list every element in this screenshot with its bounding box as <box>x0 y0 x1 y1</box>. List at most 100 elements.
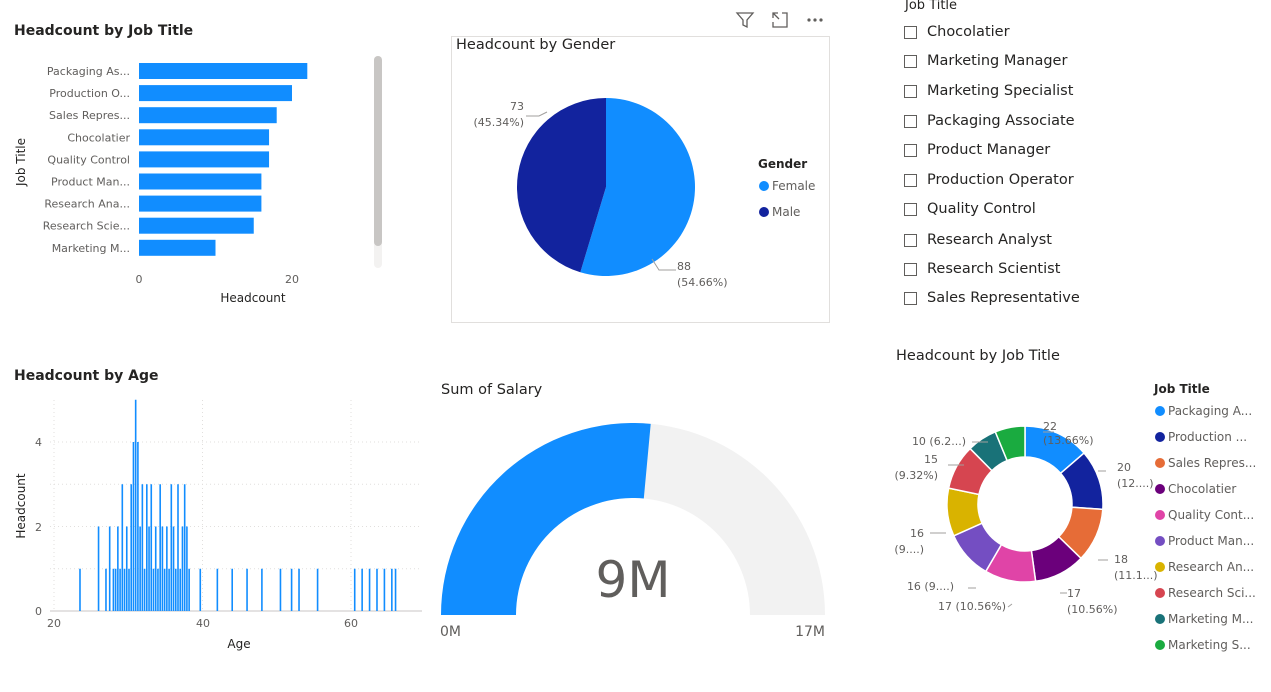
hist-bar[interactable] <box>177 484 179 611</box>
pie-slice-male[interactable] <box>517 98 606 273</box>
hist-bar[interactable] <box>391 568 393 611</box>
hist-bar[interactable] <box>199 568 202 611</box>
donut-legend-item[interactable]: Chocolatier <box>1168 482 1236 496</box>
hist-bar[interactable] <box>119 568 121 611</box>
donut-legend-item[interactable]: Sales Repres... <box>1168 456 1256 470</box>
pie-visual-frame[interactable] <box>451 36 830 323</box>
hist-bar[interactable] <box>117 526 119 612</box>
donut-legend-item[interactable]: Research Sci... <box>1168 586 1256 600</box>
slicer-checkbox[interactable] <box>904 84 917 98</box>
hist-bar[interactable] <box>141 484 144 611</box>
slicer-item[interactable]: Marketing Manager <box>904 50 1067 72</box>
hist-bar[interactable] <box>368 568 371 611</box>
hist-bar[interactable] <box>123 568 126 611</box>
pie-slice-female[interactable] <box>580 98 695 276</box>
bar-7[interactable] <box>139 195 262 212</box>
focus-mode-icon[interactable] <box>768 8 792 32</box>
slicer-checkbox[interactable] <box>904 202 917 216</box>
slicer-checkbox[interactable] <box>904 291 917 305</box>
hist-bar[interactable] <box>279 568 282 611</box>
hist-bar[interactable] <box>148 526 150 612</box>
bar-4[interactable] <box>139 129 270 146</box>
donut-legend-item[interactable]: Production ... <box>1168 430 1247 444</box>
bar-chart[interactable]: Packaging As... Production O... Sales Repr… <box>0 50 370 310</box>
hist-bar[interactable] <box>394 568 397 611</box>
donut-legend-item[interactable]: Research An... <box>1168 560 1254 574</box>
hist-bar[interactable] <box>97 526 100 612</box>
hist-bar[interactable] <box>181 526 184 612</box>
hist-bar[interactable] <box>108 526 111 612</box>
hist-bar[interactable] <box>361 568 363 611</box>
hist-bar[interactable] <box>121 484 124 611</box>
hist-bar[interactable] <box>112 568 115 611</box>
slicer-item[interactable]: Research Analyst <box>904 229 1052 251</box>
hist-chart[interactable]: 0 2 4 20 40 60 Age Headcount <box>0 390 430 660</box>
hist-bar[interactable] <box>163 568 166 611</box>
slicer-checkbox[interactable] <box>904 54 917 68</box>
bar-9[interactable] <box>139 239 216 256</box>
hist-bar[interactable] <box>130 484 133 611</box>
slicer-checkbox[interactable] <box>904 262 917 276</box>
hist-bar[interactable] <box>298 568 300 611</box>
hist-bar[interactable] <box>150 484 153 611</box>
hist-bar[interactable] <box>179 568 182 611</box>
donut-legend-item[interactable]: Packaging A... <box>1168 404 1252 418</box>
donut-slice-10[interactable] <box>994 425 1026 462</box>
slicer-item[interactable]: Research Scientist <box>904 258 1060 280</box>
pie-chart[interactable]: 73 (45.34%) 88 (54.66%) Gender Female Ma… <box>452 60 828 320</box>
hist-bar[interactable] <box>128 568 130 611</box>
hist-bar[interactable] <box>166 526 168 612</box>
slicer-item[interactable]: Sales Representative <box>904 287 1080 309</box>
hist-bar[interactable] <box>183 484 186 611</box>
bar-3[interactable] <box>139 107 277 124</box>
hist-bar[interactable] <box>316 568 319 611</box>
hist-bar[interactable] <box>159 484 161 611</box>
bar-2[interactable] <box>139 85 292 102</box>
hist-bar[interactable] <box>143 568 146 611</box>
slicer-item[interactable]: Packaging Associate <box>904 110 1075 132</box>
hist-bar[interactable] <box>353 568 356 611</box>
donut-legend-item[interactable]: Quality Cont... <box>1168 508 1254 522</box>
hist-bar[interactable] <box>246 568 248 611</box>
pie-legend-female[interactable]: Female <box>772 179 815 193</box>
filter-icon[interactable] <box>733 8 757 32</box>
hist-bar[interactable] <box>154 526 157 612</box>
hist-bar[interactable] <box>261 568 263 611</box>
slicer-item[interactable]: Quality Control <box>904 198 1036 220</box>
bar-1[interactable] <box>139 63 308 79</box>
donut-legend-item[interactable]: Product Man... <box>1168 534 1254 548</box>
slicer-checkbox[interactable] <box>904 173 917 187</box>
hist-bar[interactable] <box>383 568 386 611</box>
hist-bar[interactable] <box>137 442 139 611</box>
hist-bar[interactable] <box>132 442 135 611</box>
donut-legend-item[interactable]: Marketing M... <box>1168 612 1253 626</box>
hist-bar[interactable] <box>231 568 233 611</box>
hist-bar[interactable] <box>216 568 219 611</box>
slicer-checkbox[interactable] <box>904 25 917 39</box>
slicer-checkbox[interactable] <box>904 114 917 128</box>
bar-8[interactable] <box>139 217 254 234</box>
bar-scrollbar-thumb[interactable] <box>374 56 382 246</box>
hist-bar[interactable] <box>290 568 293 611</box>
hist-bar[interactable] <box>186 526 188 612</box>
slicer-checkbox[interactable] <box>904 143 917 157</box>
gauge-chart[interactable]: 9M 0M 17M <box>430 400 840 650</box>
donut-legend-item[interactable]: Marketing S... <box>1168 638 1251 652</box>
more-options-icon[interactable] <box>803 8 827 32</box>
slicer-item[interactable]: Marketing Specialist <box>904 80 1073 102</box>
pie-legend-male[interactable]: Male <box>772 205 800 219</box>
donut-chart[interactable]: 22(13.66%) 20 (12....) 18 (11.1...) 17 (10.56%… <box>880 370 1270 670</box>
hist-bar[interactable] <box>105 568 107 611</box>
hist-bar[interactable] <box>114 568 117 611</box>
hist-bar[interactable] <box>170 484 173 611</box>
hist-bar[interactable] <box>161 526 164 612</box>
hist-bar[interactable] <box>79 568 81 611</box>
hist-bar[interactable] <box>134 399 137 611</box>
hist-bar[interactable] <box>139 526 141 612</box>
hist-bar[interactable] <box>157 568 159 611</box>
hist-bar[interactable] <box>172 526 175 612</box>
bar-5[interactable] <box>139 151 270 168</box>
slicer-item[interactable]: Chocolatier <box>904 21 1010 43</box>
hist-bar[interactable] <box>146 484 148 611</box>
hist-bar[interactable] <box>125 526 128 612</box>
